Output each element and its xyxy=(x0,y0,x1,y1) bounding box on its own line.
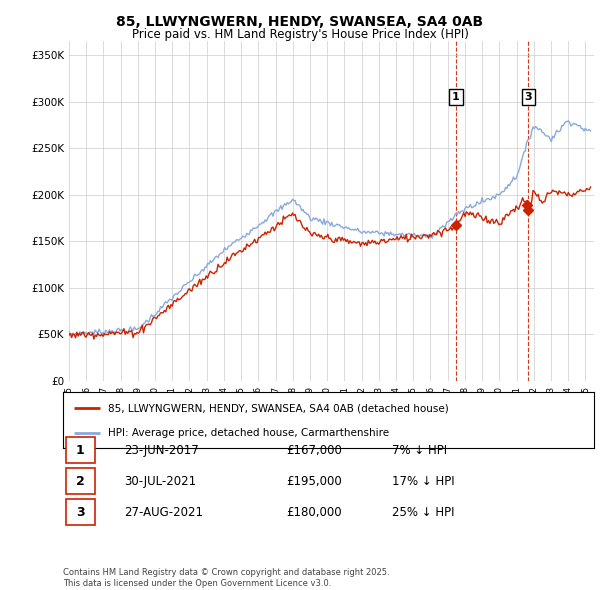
Text: HPI: Average price, detached house, Carmarthenshire: HPI: Average price, detached house, Carm… xyxy=(108,428,389,438)
Text: 1: 1 xyxy=(452,92,460,102)
Text: 3: 3 xyxy=(76,506,85,519)
Text: Contains HM Land Registry data © Crown copyright and database right 2025.
This d: Contains HM Land Registry data © Crown c… xyxy=(63,568,389,588)
Text: 1: 1 xyxy=(76,444,85,457)
Text: 85, LLWYNGWERN, HENDY, SWANSEA, SA4 0AB: 85, LLWYNGWERN, HENDY, SWANSEA, SA4 0AB xyxy=(116,15,484,29)
Text: 85, LLWYNGWERN, HENDY, SWANSEA, SA4 0AB (detached house): 85, LLWYNGWERN, HENDY, SWANSEA, SA4 0AB … xyxy=(108,403,449,413)
Text: 30-JUL-2021: 30-JUL-2021 xyxy=(124,475,196,488)
Text: Price paid vs. HM Land Registry's House Price Index (HPI): Price paid vs. HM Land Registry's House … xyxy=(131,28,469,41)
Text: 7% ↓ HPI: 7% ↓ HPI xyxy=(392,444,448,457)
Text: 3: 3 xyxy=(525,92,532,102)
Text: 23-JUN-2017: 23-JUN-2017 xyxy=(124,444,199,457)
Bar xyxy=(65,437,95,463)
Text: £195,000: £195,000 xyxy=(286,475,342,488)
Text: £180,000: £180,000 xyxy=(286,506,341,519)
Text: 2: 2 xyxy=(76,475,85,488)
Text: 25% ↓ HPI: 25% ↓ HPI xyxy=(392,506,455,519)
Text: 27-AUG-2021: 27-AUG-2021 xyxy=(124,506,203,519)
Bar xyxy=(65,468,95,494)
Text: 17% ↓ HPI: 17% ↓ HPI xyxy=(392,475,455,488)
Bar xyxy=(65,500,95,525)
Text: £167,000: £167,000 xyxy=(286,444,342,457)
